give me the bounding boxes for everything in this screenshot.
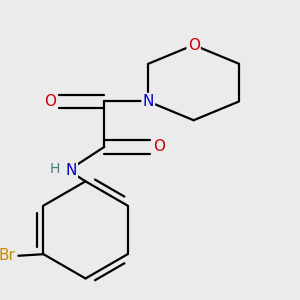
- Text: N: N: [142, 94, 154, 109]
- Text: O: O: [153, 140, 165, 154]
- Text: N: N: [66, 163, 77, 178]
- Text: H: H: [50, 162, 60, 176]
- Text: O: O: [44, 94, 56, 109]
- Text: Br: Br: [0, 248, 16, 263]
- Text: O: O: [188, 38, 200, 52]
